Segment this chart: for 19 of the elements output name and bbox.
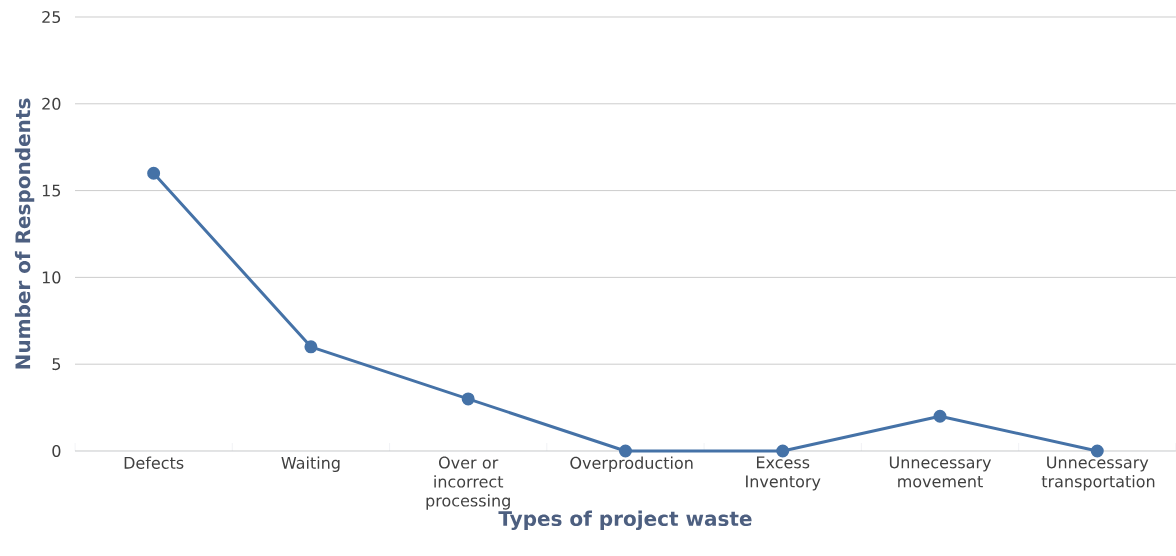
x-tick-label: Unnecessary transportation: [1041, 456, 1155, 491]
y-tick-label: 25: [42, 10, 61, 24]
point: [304, 340, 318, 354]
x-tick-label: Unnecessary movement: [889, 456, 992, 488]
x-tick-label: Excess Inventory: [746, 456, 821, 491]
point: [461, 392, 475, 406]
y-tick-label: 15: [42, 184, 61, 197]
x-tick-label: Overproduction: [570, 456, 693, 472]
y-tick-label: 10: [42, 271, 61, 284]
x-tick-label: Waiting: [281, 456, 340, 472]
y-tick-label: 20: [42, 97, 61, 110]
y-tick-label: 0: [52, 444, 61, 458]
point: [933, 409, 947, 423]
x-tick-label: Defects: [124, 456, 184, 469]
x-axis-title: Types of project waste: [498, 510, 752, 531]
y-tick-label: 5: [52, 358, 61, 371]
x-tick-label: Over or incorrect processing: [426, 456, 510, 510]
point: [147, 166, 161, 180]
y-axis-title: Number of Respondents: [14, 98, 35, 369]
